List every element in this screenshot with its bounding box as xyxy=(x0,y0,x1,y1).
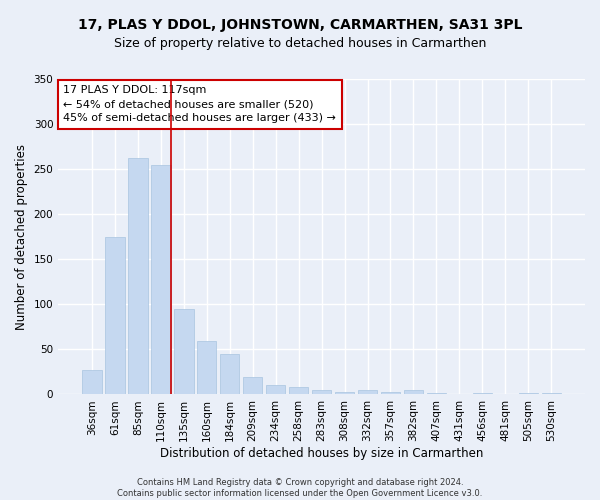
X-axis label: Distribution of detached houses by size in Carmarthen: Distribution of detached houses by size … xyxy=(160,447,483,460)
Text: 17, PLAS Y DDOL, JOHNSTOWN, CARMARTHEN, SA31 3PL: 17, PLAS Y DDOL, JOHNSTOWN, CARMARTHEN, … xyxy=(78,18,522,32)
Bar xyxy=(289,387,308,394)
Bar xyxy=(243,378,262,394)
Text: 17 PLAS Y DDOL: 117sqm
← 54% of detached houses are smaller (520)
45% of semi-de: 17 PLAS Y DDOL: 117sqm ← 54% of detached… xyxy=(64,86,337,124)
Bar xyxy=(542,392,561,394)
Bar xyxy=(381,392,400,394)
Bar xyxy=(197,342,217,394)
Bar xyxy=(518,392,538,394)
Bar xyxy=(404,390,423,394)
Bar xyxy=(358,390,377,394)
Text: Size of property relative to detached houses in Carmarthen: Size of property relative to detached ho… xyxy=(114,38,486,51)
Bar xyxy=(266,386,286,394)
Text: Contains HM Land Registry data © Crown copyright and database right 2024.
Contai: Contains HM Land Registry data © Crown c… xyxy=(118,478,482,498)
Bar xyxy=(335,392,355,394)
Y-axis label: Number of detached properties: Number of detached properties xyxy=(15,144,28,330)
Bar xyxy=(220,354,239,395)
Bar xyxy=(427,392,446,394)
Bar xyxy=(174,309,194,394)
Bar xyxy=(128,158,148,394)
Bar xyxy=(312,390,331,394)
Bar xyxy=(105,236,125,394)
Bar xyxy=(151,164,170,394)
Bar xyxy=(82,370,101,394)
Bar xyxy=(473,392,492,394)
